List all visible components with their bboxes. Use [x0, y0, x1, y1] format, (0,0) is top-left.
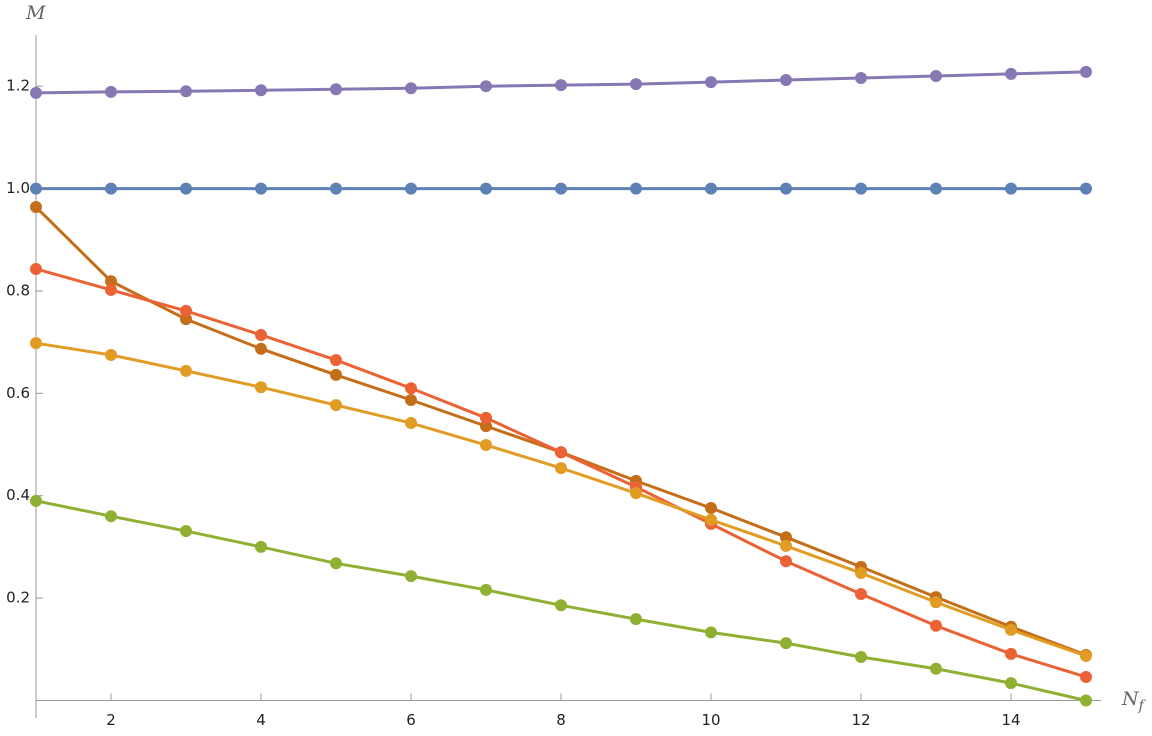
data-point: [630, 182, 642, 195]
data-point: [780, 182, 792, 195]
data-point: [255, 328, 267, 341]
data-point: [180, 364, 192, 377]
data-point: [105, 510, 117, 523]
x-axis-title: Nf: [1121, 688, 1147, 714]
data-point: [630, 487, 642, 500]
y-tick-label: 0.8: [6, 281, 30, 299]
data-point: [255, 342, 267, 355]
data-point: [1080, 670, 1092, 683]
data-point: [1005, 182, 1017, 195]
data-point: [780, 74, 792, 87]
data-point: [105, 348, 117, 361]
data-point: [1080, 694, 1092, 707]
y-tick-label: 0.2: [6, 589, 30, 607]
data-point: [30, 337, 42, 350]
data-point: [480, 439, 492, 452]
data-point: [330, 399, 342, 412]
data-point: [30, 262, 42, 275]
data-point: [180, 182, 192, 195]
data-point: [930, 662, 942, 675]
data-point: [480, 80, 492, 93]
data-point: [855, 650, 867, 663]
data-point: [255, 381, 267, 394]
data-point: [930, 182, 942, 195]
data-point: [30, 86, 42, 99]
data-point: [555, 599, 567, 612]
series-line: [34, 205, 1087, 657]
data-point: [1005, 647, 1017, 660]
data-point: [705, 626, 717, 639]
data-point: [180, 525, 192, 538]
x-tick-label: 12: [851, 711, 870, 729]
data-point: [405, 417, 417, 430]
data-point: [180, 85, 192, 98]
data-point: [105, 283, 117, 296]
data-point: [855, 72, 867, 85]
data-point: [1080, 649, 1092, 662]
x-tick-label: 4: [256, 711, 266, 729]
data-point: [855, 567, 867, 580]
data-point: [705, 513, 717, 526]
data-point: [30, 182, 42, 195]
data-point: [555, 462, 567, 475]
data-point: [330, 557, 342, 570]
data-point: [30, 494, 42, 507]
data-point: [555, 79, 567, 92]
data-point: [930, 619, 942, 632]
data-point: [630, 613, 642, 626]
y-tick-label: 1.0: [6, 179, 30, 197]
data-point: [930, 69, 942, 82]
data-point: [780, 637, 792, 650]
data-point: [1005, 67, 1017, 80]
data-point: [405, 182, 417, 195]
data-point: [330, 368, 342, 381]
data-point: [705, 76, 717, 89]
data-point: [255, 182, 267, 195]
data-point: [1080, 182, 1092, 195]
data-point: [480, 411, 492, 424]
data-point: [855, 588, 867, 601]
data-point: [930, 596, 942, 609]
data-point: [105, 275, 117, 288]
x-tick-label: 8: [556, 711, 566, 729]
data-point: [1005, 623, 1017, 636]
x-tick-label: 10: [701, 711, 720, 729]
data-point: [705, 182, 717, 195]
data-point: [705, 502, 717, 515]
x-tick-label: 6: [406, 711, 416, 729]
data-point: [555, 446, 567, 459]
x-axis-title-sub: f: [1138, 698, 1147, 714]
data-point: [780, 539, 792, 552]
data-point: [780, 531, 792, 544]
data-point: [1080, 65, 1092, 78]
data-point: [855, 182, 867, 195]
data-point: [405, 570, 417, 583]
x-tick-label: 2: [106, 711, 116, 729]
y-axis-title: M: [25, 2, 46, 24]
data-point: [780, 555, 792, 568]
data-point: [405, 382, 417, 395]
data-point: [255, 84, 267, 97]
data-point: [330, 83, 342, 96]
data-point: [105, 85, 117, 98]
data-point: [30, 201, 42, 214]
data-point: [105, 182, 117, 195]
data-point: [480, 182, 492, 195]
data-point: [330, 182, 342, 195]
data-point: [555, 182, 567, 195]
y-tick-label: 1.2: [6, 77, 30, 95]
data-point: [405, 394, 417, 407]
data-point: [180, 304, 192, 317]
y-tick-label: 0.6: [6, 384, 30, 402]
data-point: [255, 540, 267, 553]
x-axis-title-main: N: [1121, 688, 1140, 710]
data-point: [630, 78, 642, 91]
data-point: [1005, 677, 1017, 690]
data-point: [480, 583, 492, 596]
data-point: [330, 354, 342, 367]
y-tick-label: 0.4: [6, 486, 30, 504]
x-tick-label: 14: [1001, 711, 1020, 729]
data-point: [405, 82, 417, 95]
